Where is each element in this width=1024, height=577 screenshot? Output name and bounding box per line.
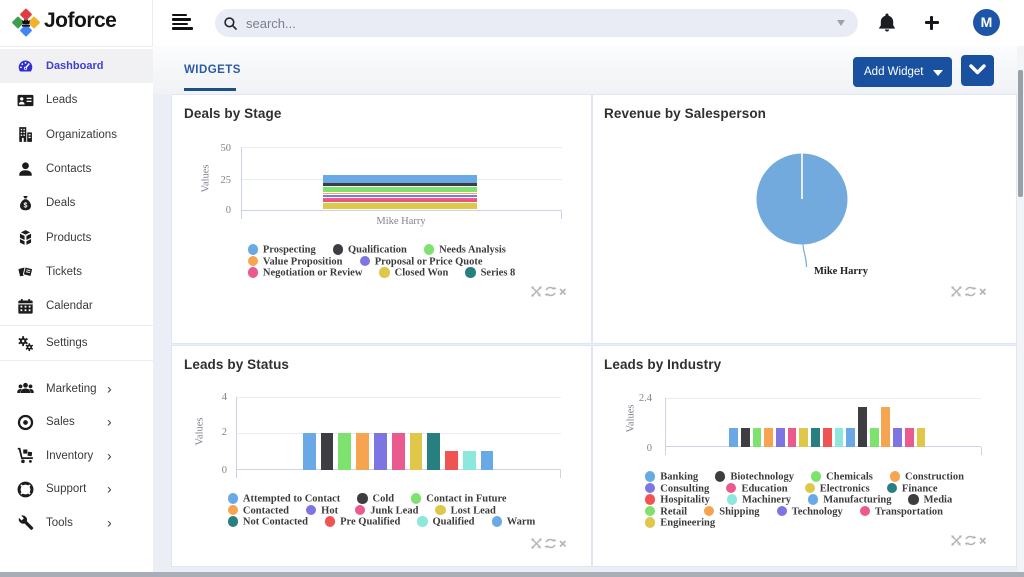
svg-text:$: $ [24,201,28,209]
